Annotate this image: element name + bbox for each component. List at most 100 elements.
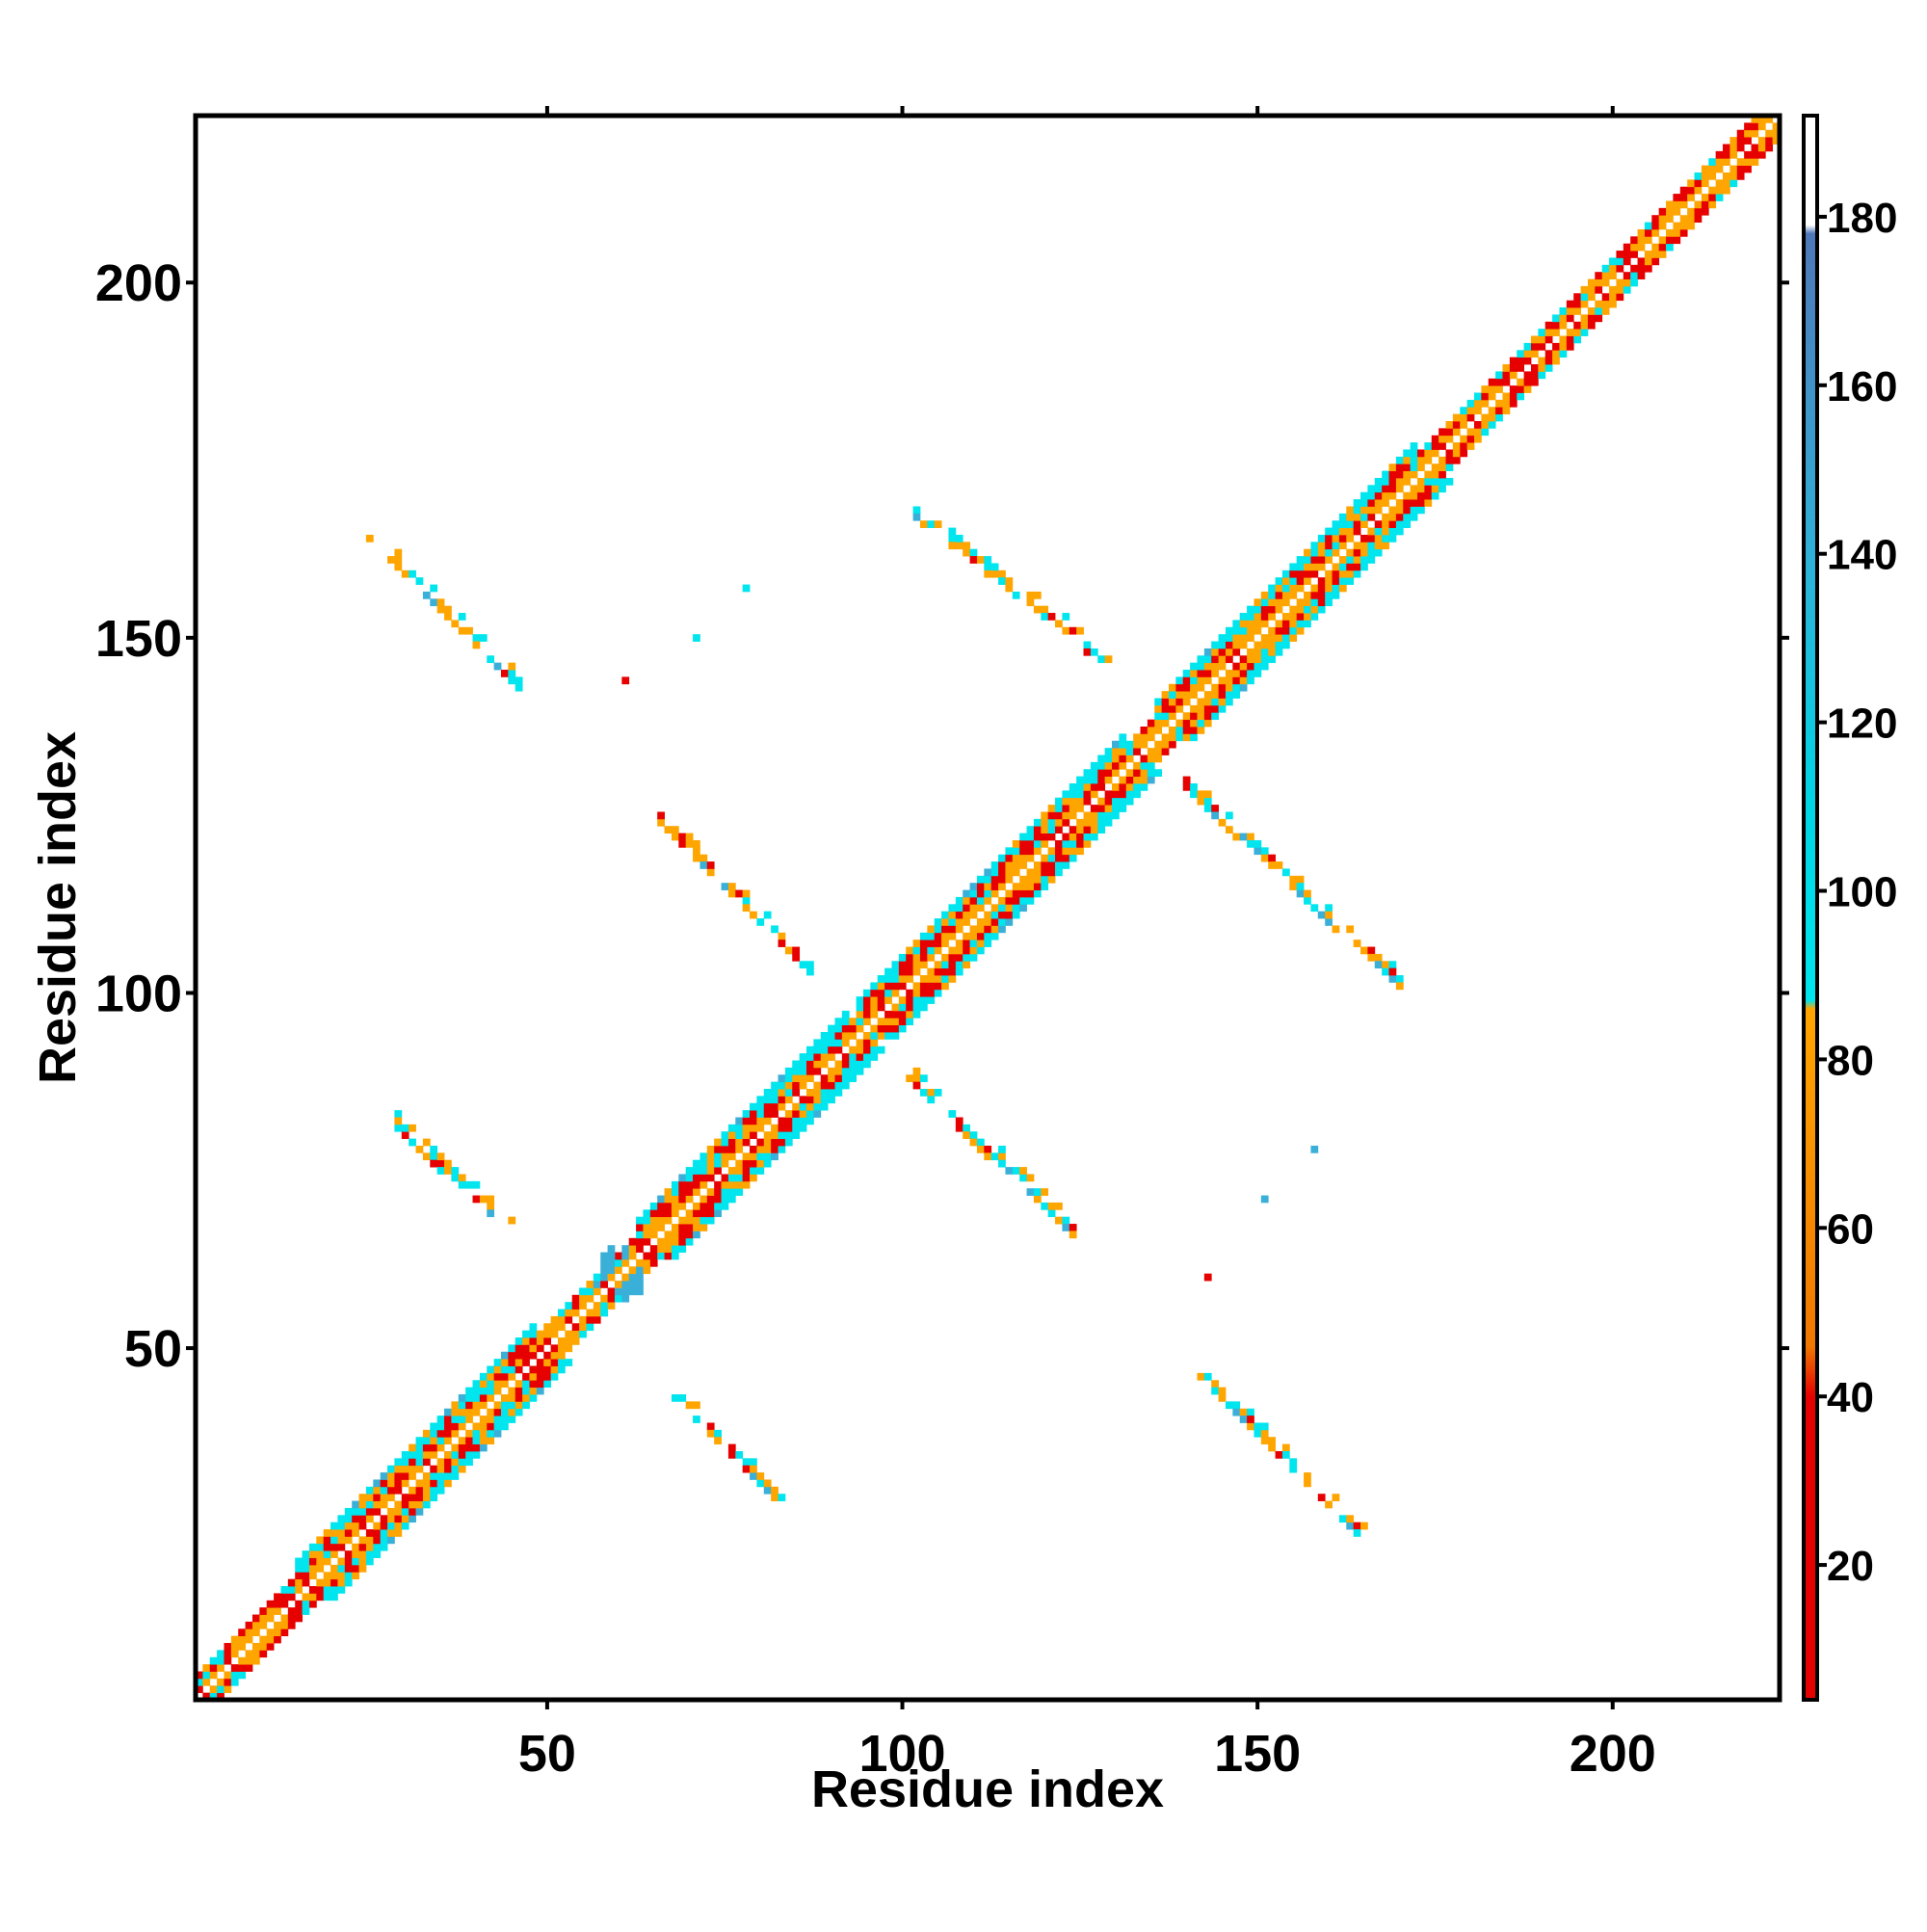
heatmap-cell [1694, 215, 1703, 223]
heatmap-cell [1360, 1522, 1368, 1530]
heatmap-cell [1197, 698, 1205, 706]
heatmap-cell [891, 989, 900, 997]
heatmap-cell [224, 1685, 232, 1694]
heatmap-cell [1232, 641, 1241, 649]
heatmap-cell [912, 506, 921, 515]
heatmap-cell [1751, 129, 1759, 138]
heatmap-cell [1062, 818, 1070, 827]
heatmap-cell [1211, 670, 1219, 677]
heatmap-cell [1772, 122, 1781, 131]
heatmap-cell [487, 1394, 495, 1402]
heatmap-cell [685, 1180, 694, 1189]
heatmap-cell [1395, 527, 1404, 536]
heatmap-cell [1395, 513, 1404, 521]
heatmap-cell [1225, 676, 1233, 685]
heatmap-cell [508, 1216, 516, 1225]
heatmap-cell [444, 1408, 452, 1416]
heatmap-cell [1026, 1174, 1035, 1182]
heatmap-cell [1076, 782, 1084, 791]
heatmap-cell [352, 1564, 359, 1573]
heatmap-cell [742, 1138, 751, 1147]
heatmap-cell [409, 1515, 416, 1523]
heatmap-cell [565, 1330, 573, 1338]
heatmap-cell [884, 982, 892, 991]
heatmap-cell [1410, 442, 1418, 450]
heatmap-cell [550, 1351, 559, 1360]
heatmap-cell [287, 1614, 296, 1623]
heatmap-cell [849, 1045, 858, 1054]
heatmap-cell [1325, 591, 1333, 599]
heatmap-cell [742, 1458, 751, 1467]
heatmap-cell [1502, 364, 1511, 372]
heatmap-cell [834, 1088, 843, 1097]
heatmap-cell [664, 1237, 673, 1246]
heatmap-cell [636, 1237, 644, 1246]
heatmap-cell [287, 1578, 296, 1587]
heatmap-cell [479, 1372, 488, 1381]
heatmap-cell [636, 1245, 644, 1253]
heatmap-cell [1033, 861, 1042, 869]
heatmap-cell [479, 1380, 488, 1389]
heatmap-cell [693, 847, 700, 856]
heatmap-cell [1317, 548, 1326, 557]
heatmap-cell [1119, 797, 1127, 806]
heatmap-cell [1374, 542, 1383, 550]
heatmap-cell [721, 1202, 729, 1210]
heatmap-cell [806, 1110, 814, 1118]
heatmap-cell [1644, 264, 1652, 273]
heatmap-cell [1304, 1472, 1311, 1480]
heatmap-cell [451, 1429, 460, 1438]
heatmap-cell [565, 1309, 573, 1317]
heatmap-cell [1332, 563, 1340, 571]
heatmap-cell [1481, 413, 1490, 422]
heatmap-cell [444, 613, 452, 621]
heatmap-cell [472, 1387, 481, 1395]
heatmap-cell [976, 883, 985, 890]
heatmap-cell [1076, 790, 1084, 799]
heatmap-cell [444, 1479, 452, 1488]
heatmap-cell [1268, 1443, 1276, 1452]
heatmap-cell [316, 1578, 325, 1587]
heatmap-cell [990, 925, 999, 934]
heatmap-cell [727, 1138, 736, 1147]
heatmap-cell [1325, 542, 1333, 550]
heatmap-cell [1360, 499, 1368, 507]
heatmap-cell [1041, 861, 1049, 869]
heatmap-cell [948, 946, 957, 955]
heatmap-cell [891, 961, 900, 969]
heatmap-cell [919, 932, 928, 940]
heatmap-cell [714, 1145, 722, 1153]
heatmap-cell [906, 967, 913, 976]
heatmap-cell [714, 1180, 722, 1189]
heatmap-cell [693, 1416, 700, 1423]
heatmap-cell [1119, 782, 1127, 791]
heatmap-cell [1317, 542, 1326, 550]
heatmap-cell [1708, 165, 1717, 173]
heatmap-cell [828, 1081, 835, 1090]
heatmap-cell [607, 1302, 616, 1310]
heatmap-cell [828, 1045, 835, 1054]
heatmap-cell [1175, 719, 1184, 728]
heatmap-cell [1119, 761, 1127, 770]
heatmap-cell [1197, 655, 1205, 664]
heatmap-cell [202, 1678, 211, 1686]
heatmap-cell [1488, 378, 1496, 386]
heatmap-cell [1083, 769, 1092, 778]
heatmap-cell [1203, 691, 1212, 699]
heatmap-cell [706, 1195, 715, 1204]
heatmap-cell [1289, 577, 1298, 585]
heatmap-cell [1268, 641, 1276, 649]
heatmap-cell [565, 1302, 573, 1310]
heatmap-cell [209, 1685, 218, 1694]
heatmap-cell [1502, 378, 1511, 386]
heatmap-cell [479, 1422, 488, 1431]
heatmap-cell [401, 1450, 409, 1459]
heatmap-cell [308, 1600, 317, 1608]
heatmap-cell [1083, 648, 1092, 656]
heatmap-cell [1019, 861, 1027, 869]
heatmap-cell [1439, 470, 1446, 479]
heatmap-cell [501, 1408, 509, 1416]
heatmap-cell [1530, 364, 1539, 372]
heatmap-cell [948, 925, 957, 934]
heatmap-cell [969, 925, 978, 934]
